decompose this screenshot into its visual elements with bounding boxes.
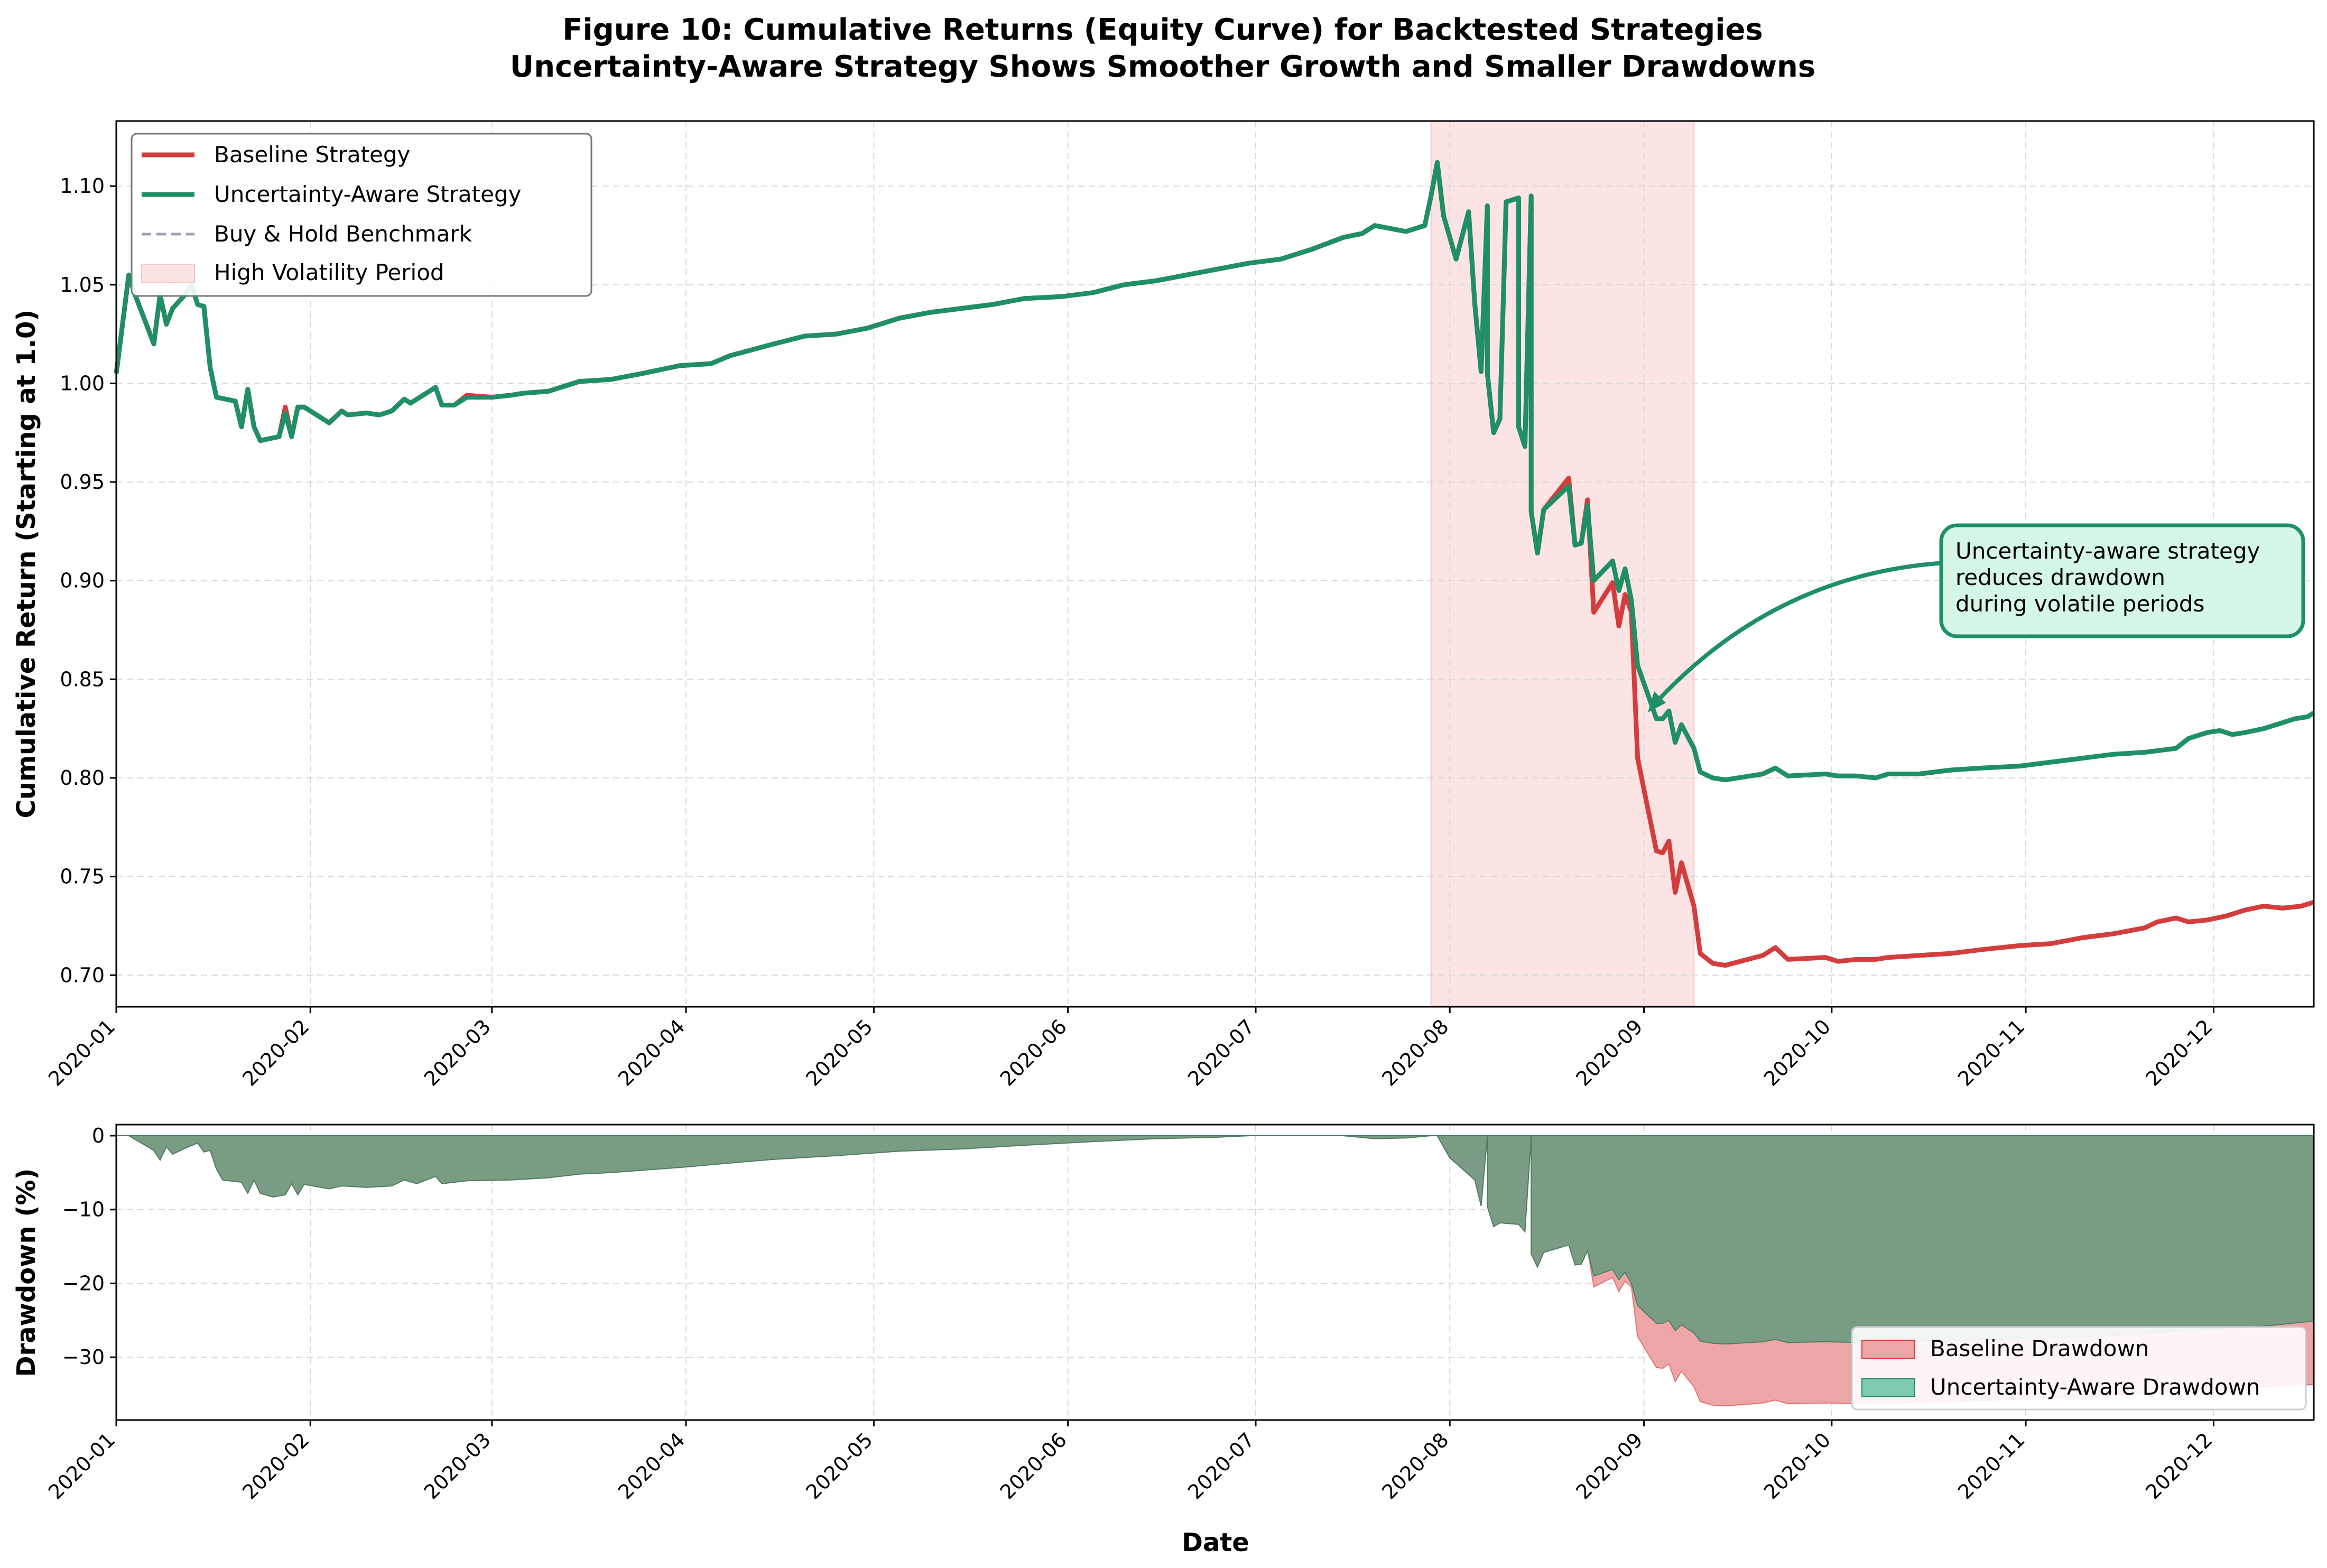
drawdown-area-layer [116,1135,2314,1407]
drawdown-y-tick-label: 0 [92,1124,105,1147]
equity-y-tick-label: 1.10 [60,174,105,198]
drawdown-plot-frame [115,1124,2315,1421]
legend-swatch-uncertainty-drawdown [1861,1378,1915,1397]
drawdown-legend-frame [1851,1326,2307,1411]
equity-y-tick-label: 0.70 [60,963,105,987]
equity-legend: Baseline Strategy Uncertainty-Aware Stra… [131,133,592,297]
equity-y-tick-label: 1.00 [60,372,105,395]
equity-plot-frame [115,120,2315,1008]
annotation-line-2: reduces drawdown [1955,564,2165,590]
uncertainty-drawdown-area [116,1135,2314,1345]
legend-label-uncertainty-drawdown: Uncertainty-Aware Drawdown [1930,1374,2260,1400]
figure-title-line-2: Uncertainty-Aware Strategy Shows Smoothe… [510,50,1815,84]
equity-y-tick-label: 0.90 [60,569,105,592]
legend-label-uncertainty: Uncertainty-Aware Strategy [214,181,521,207]
equity-curve-panel: 0.700.750.800.850.900.951.001.051.10 202… [12,120,2315,1091]
annotation-arrowhead [1648,691,1666,712]
drawdown-x-axis-label: Date [1182,1528,1249,1557]
equity-y-axis-label: Cumulative Return (Starting at 1.0) [12,310,41,819]
drawdown-y-ticks: 0 −10 −20 −30 [62,1124,116,1369]
legend-label-benchmark: Buy & Hold Benchmark [214,221,472,247]
equity-y-tick-label: 0.95 [60,470,105,494]
drawdown-y-axis-label: Drawdown (%) [12,1168,41,1377]
drawdown-y-tick-label: −10 [62,1198,105,1221]
figure-title-line-1: Figure 10: Cumulative Returns (Equity Cu… [562,13,1763,47]
legend-label-baseline: Baseline Strategy [214,142,410,168]
equity-y-tick-label: 1.05 [60,273,105,296]
equity-y-ticks: 0.70 0.75 0.80 0.85 0.90 0.95 1.00 1.05 1.10 [60,174,116,987]
equity-y-tick-label: 0.80 [60,766,105,790]
legend-label-baseline-drawdown: Baseline Drawdown [1930,1335,2149,1361]
equity-y-tick-label: 0.85 [60,667,105,691]
drawdown-annotation: Uncertainty-aware strategy reduces drawd… [1648,523,2305,712]
high-volatility-band [1430,120,1695,1007]
equity-y-tick-label: 0.75 [60,865,105,888]
annotation-box [1939,523,2305,638]
annotation-line-3: during volatile periods [1955,591,2204,617]
uncertainty-aware-line [114,160,2315,783]
drawdown-y-tick-label: −20 [62,1272,105,1295]
equity-legend-frame [131,133,592,297]
annotation-line-1: Uncertainty-aware strategy [1955,538,2260,564]
drawdown-y-tick-label: −30 [62,1346,105,1369]
drawdown-legend: Baseline Drawdown Uncertainty-Aware Draw… [1851,1326,2307,1411]
high-volatility-band-layer [1430,120,1695,1007]
legend-swatch-baseline-drawdown [1861,1340,1915,1359]
equity-series-layer [114,160,2315,968]
legend-label-volatility: High Volatility Period [214,259,444,285]
legend-swatch-volatility [141,264,195,283]
annotation-arrow [1652,561,1945,707]
